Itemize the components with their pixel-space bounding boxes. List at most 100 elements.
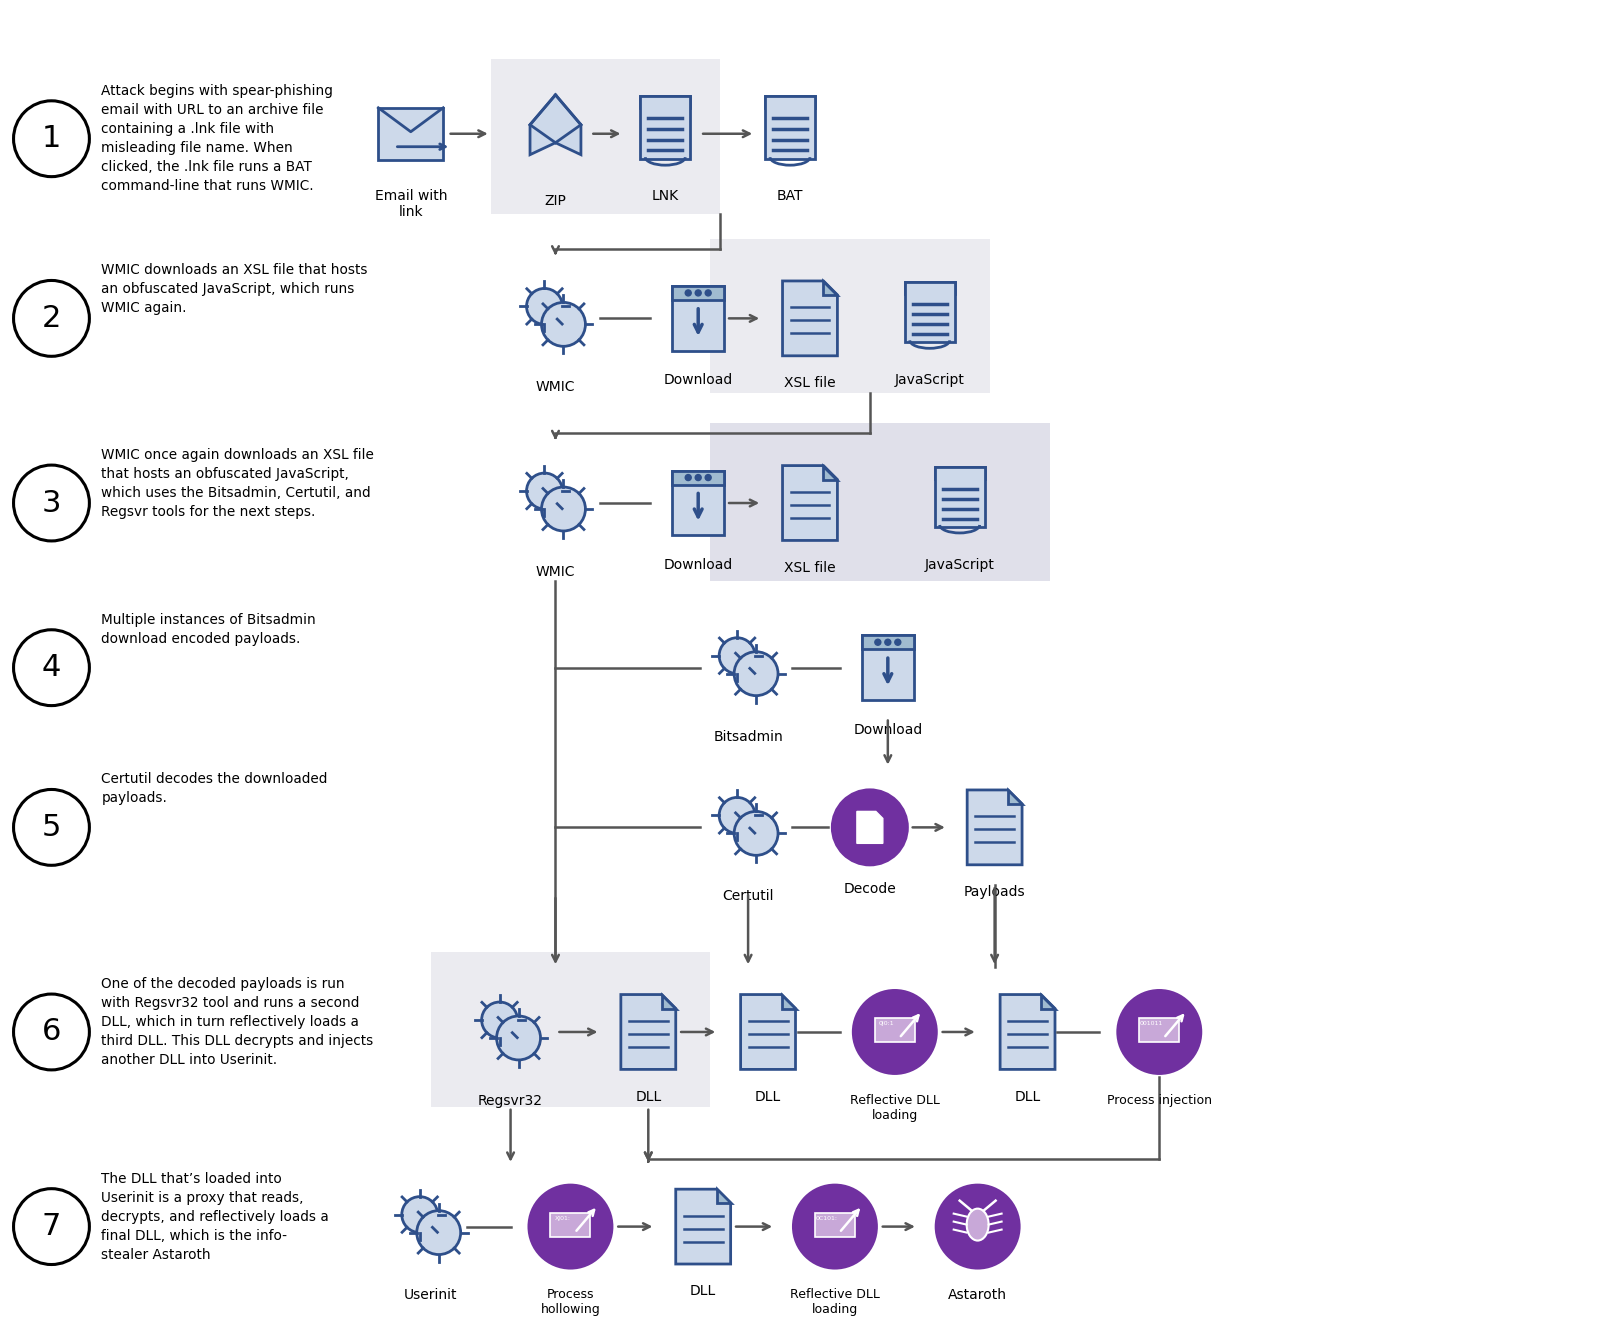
Polygon shape (1041, 994, 1056, 1009)
Text: 7: 7 (42, 1211, 61, 1241)
Circle shape (875, 639, 882, 645)
Circle shape (529, 1185, 612, 1268)
Text: DLL: DLL (636, 1090, 661, 1104)
Text: Certutil decodes the downloaded
payloads.: Certutil decodes the downloaded payloads… (101, 772, 327, 805)
Text: Regsvr32: Regsvr32 (478, 1094, 543, 1108)
Text: JavaScript: JavaScript (925, 557, 995, 572)
Text: The DLL that’s loaded into
Userinit is a proxy that reads,
decrypts, and reflect: The DLL that’s loaded into Userinit is a… (101, 1172, 329, 1262)
Bar (490, 58, 720, 213)
Circle shape (894, 639, 901, 645)
Polygon shape (781, 994, 795, 1009)
Circle shape (794, 1185, 877, 1268)
Text: Certutil: Certutil (722, 890, 775, 903)
Polygon shape (783, 466, 837, 540)
Bar (672, 286, 723, 301)
Text: ZIP: ZIP (545, 193, 567, 208)
Circle shape (706, 290, 711, 297)
Text: Userinit: Userinit (404, 1288, 457, 1303)
Text: 5: 5 (42, 813, 61, 842)
Text: Astaroth: Astaroth (949, 1288, 1008, 1303)
Bar (875, 1018, 915, 1042)
Text: BAT: BAT (776, 188, 803, 203)
Circle shape (685, 474, 692, 481)
Circle shape (706, 474, 711, 481)
Polygon shape (934, 467, 985, 479)
Circle shape (482, 1002, 517, 1038)
Bar (765, 97, 814, 159)
Bar (672, 286, 723, 351)
Text: JavaScript: JavaScript (894, 373, 965, 387)
Text: 6: 6 (42, 1017, 61, 1046)
Text: Download: Download (664, 557, 733, 572)
Text: DLL: DLL (1014, 1090, 1041, 1104)
Circle shape (685, 290, 692, 297)
Polygon shape (661, 994, 676, 1009)
Circle shape (541, 487, 586, 531)
Bar (711, 238, 990, 393)
Circle shape (13, 994, 89, 1070)
Text: 0J0:1: 0J0:1 (878, 1022, 894, 1026)
Text: DLL: DLL (755, 1090, 781, 1104)
Polygon shape (824, 281, 837, 295)
Polygon shape (824, 466, 837, 479)
Text: 1: 1 (42, 124, 61, 154)
Text: Decode: Decode (843, 882, 896, 896)
Polygon shape (1000, 994, 1056, 1070)
Polygon shape (858, 812, 883, 843)
Circle shape (936, 1185, 1019, 1268)
Bar (672, 470, 723, 485)
Text: WMIC: WMIC (535, 565, 575, 579)
Bar (905, 282, 955, 343)
Circle shape (527, 473, 562, 508)
Circle shape (719, 797, 755, 833)
Polygon shape (621, 994, 676, 1070)
Text: XSL file: XSL file (784, 561, 835, 575)
Text: Attack begins with spear-phishing
email with URL to an archive file
containing a: Attack begins with spear-phishing email … (101, 83, 334, 192)
Polygon shape (783, 281, 837, 356)
Text: 3: 3 (42, 489, 61, 518)
Text: Reflective DLL
loading: Reflective DLL loading (791, 1288, 880, 1316)
Circle shape (417, 1210, 460, 1255)
Polygon shape (676, 1189, 731, 1264)
Circle shape (719, 638, 755, 674)
Text: 4: 4 (42, 653, 61, 682)
Text: Bitsadmin: Bitsadmin (714, 730, 783, 744)
Circle shape (527, 289, 562, 324)
Text: WMIC: WMIC (535, 380, 575, 395)
Text: XJ01:: XJ01: (554, 1217, 570, 1221)
Bar (640, 97, 690, 159)
Bar (1139, 1018, 1179, 1042)
Text: Payloads: Payloads (965, 886, 1025, 899)
Text: DLL: DLL (690, 1284, 717, 1299)
Polygon shape (905, 282, 955, 294)
Polygon shape (968, 790, 1022, 865)
Text: 0C101:: 0C101: (816, 1217, 838, 1221)
Text: Multiple instances of Bitsadmin
download encoded payloads.: Multiple instances of Bitsadmin download… (101, 613, 316, 646)
Bar (672, 470, 723, 535)
Circle shape (13, 281, 89, 356)
Text: LNK: LNK (652, 188, 679, 203)
Polygon shape (765, 97, 814, 109)
Polygon shape (640, 97, 690, 109)
Circle shape (13, 101, 89, 176)
Text: Process
hollowing: Process hollowing (540, 1288, 600, 1316)
Text: WMIC downloads an XSL file that hosts
an obfuscated JavaScript, which runs
WMIC : WMIC downloads an XSL file that hosts an… (101, 263, 367, 315)
Circle shape (13, 789, 89, 866)
Bar (378, 107, 444, 160)
Text: WMIC once again downloads an XSL file
that hosts an obfuscated JavaScript,
which: WMIC once again downloads an XSL file th… (101, 448, 374, 519)
Bar (862, 636, 913, 649)
Text: 2: 2 (42, 305, 61, 332)
Circle shape (695, 290, 701, 297)
Polygon shape (741, 994, 795, 1070)
Polygon shape (1008, 790, 1022, 804)
Circle shape (541, 302, 586, 347)
Text: One of the decoded payloads is run
with Regsvr32 tool and runs a second
DLL, whi: One of the decoded payloads is run with … (101, 977, 374, 1067)
Circle shape (13, 1189, 89, 1264)
Circle shape (402, 1197, 438, 1233)
Text: Email with
link: Email with link (375, 188, 447, 218)
Circle shape (832, 789, 907, 866)
Circle shape (13, 465, 89, 542)
Text: XSL file: XSL file (784, 376, 835, 391)
Bar (431, 952, 711, 1107)
Ellipse shape (966, 1209, 989, 1241)
